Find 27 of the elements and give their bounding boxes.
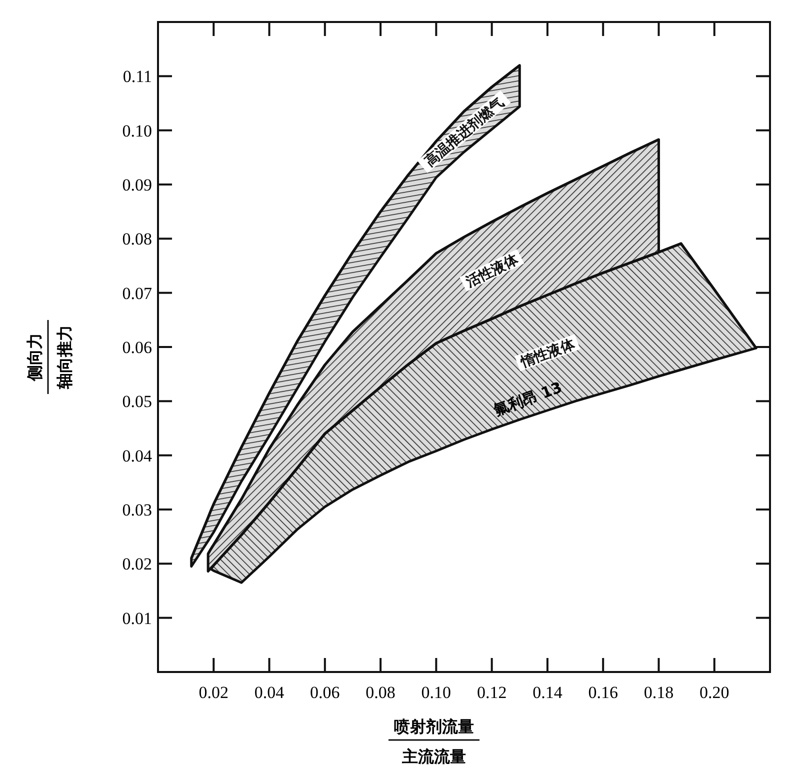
x-tick-label: 0.10: [421, 683, 452, 702]
x-tick-label: 0.04: [254, 683, 285, 702]
text: 活性液体: [462, 250, 522, 292]
x-tick-label: 0.16: [588, 683, 618, 702]
text: 惰性液体: [517, 335, 578, 372]
y-axis-title: 侧向力轴向推力: [25, 325, 74, 390]
y-tick-label: 0.09: [122, 176, 152, 194]
x-axis-title: 喷射剂流量主流流量: [394, 717, 474, 766]
x-tick-label: 0.08: [366, 683, 396, 702]
y-tick-label: 0.01: [122, 608, 152, 628]
annotation: 氟利昂 13: [490, 378, 564, 420]
x-tick-label: 0.20: [699, 683, 730, 702]
y-tick-label: 0.06: [122, 338, 152, 357]
x-tick-label: 0.18: [644, 683, 674, 702]
y-tick-label: 0.07: [122, 284, 152, 303]
x-tick-label: 0.02: [198, 683, 229, 702]
y-tick-label: 0.05: [122, 392, 152, 412]
x-tick-label: 0.12: [476, 683, 507, 702]
y-tick-label: 0.02: [122, 554, 152, 574]
x-tick-label: 0.06: [310, 683, 340, 702]
text: 高温推进剂燃气: [421, 94, 508, 170]
x-tick-label: 0.14: [532, 683, 563, 702]
y-tick-label: 0.03: [122, 500, 152, 520]
y-tick-label: 0.10: [122, 121, 152, 140]
y-tick-label: 0.04: [122, 446, 152, 466]
y-tick-label: 0.08: [122, 230, 152, 249]
y-tick-label: 0.11: [122, 67, 152, 86]
